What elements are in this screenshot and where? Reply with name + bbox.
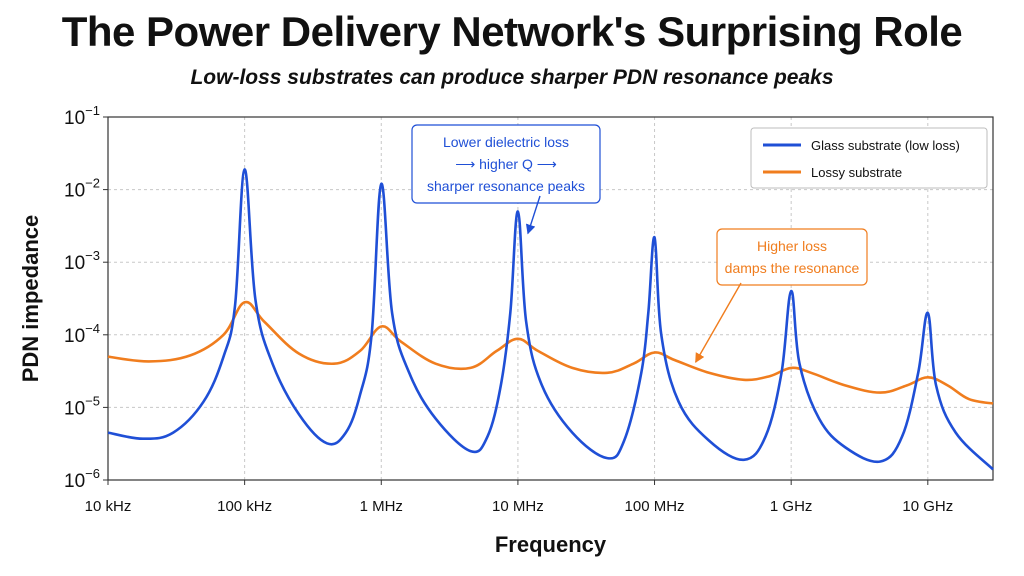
legend: Glass substrate (low loss) Lossy substrat… (750, 127, 988, 189)
annotation-text: Lower dielectric loss (443, 134, 569, 150)
annotation-text: damps the resonance (725, 260, 860, 276)
chart-title: The Power Delivery Network's Surprising … (61, 8, 963, 55)
x-tick-label: 1 MHz (360, 498, 403, 515)
y-tick-label: 10−2 (64, 176, 100, 202)
annotation-arrow (525, 195, 541, 235)
x-tick-label: 10 kHz (85, 498, 132, 515)
x-axis-title: Frequency (495, 532, 607, 557)
y-axis-title: PDN impedance (18, 215, 43, 383)
x-tick-label: 10 GHz (902, 498, 953, 515)
x-tick-label: 10 MHz (492, 498, 544, 515)
x-axis-ticks: 10 kHz 100 kHz 1 MHz 10 MHz 100 MHz 1 GHz 10 G… (85, 480, 953, 515)
plot-frame (107, 116, 994, 481)
annotations: Lower dielectric loss ⟶ higher Q ⟶ sharper… (411, 124, 868, 364)
x-tick-label: 1 GHz (770, 498, 813, 515)
legend-label: Lossy substrate (811, 165, 902, 180)
x-tick-label: 100 MHz (625, 498, 685, 515)
legend-box (750, 127, 988, 189)
y-tick-label: 10−3 (64, 248, 100, 274)
annotation-box (716, 228, 868, 286)
y-tick-label: 10−5 (64, 393, 100, 419)
series-line-glass (107, 168, 994, 471)
annotation-text: sharper resonance peaks (427, 178, 585, 194)
series-lines (107, 168, 994, 471)
series-line-lossy (107, 300, 994, 405)
annotation-box (411, 124, 601, 204)
annotation-arrow (695, 282, 742, 364)
y-tick-label: 10−1 (64, 103, 100, 129)
legend-label: Glass substrate (low loss) (811, 138, 960, 153)
y-tick-label: 10−6 (64, 466, 100, 492)
y-axis-ticks: 10−1 10−2 10−3 10−4 10−5 10−6 (64, 103, 108, 492)
x-tick-label: 100 kHz (217, 498, 272, 515)
annotation-text: Higher loss (757, 238, 827, 254)
chart-subtitle: Low-loss substrates can produce sharper … (190, 66, 834, 89)
y-tick-label: 10−4 (64, 321, 100, 347)
annotation-text: ⟶ higher Q ⟶ (455, 156, 557, 172)
